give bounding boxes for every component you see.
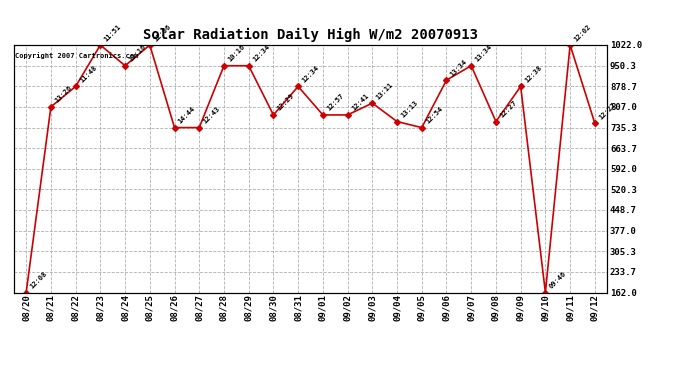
Text: 12:27: 12:27 [598,101,617,120]
Text: 10:16: 10:16 [227,44,246,63]
Text: 12:16: 12:16 [128,44,147,63]
Text: 12:08: 12:08 [29,270,48,290]
Text: 12:41: 12:41 [351,93,370,112]
Text: 09:46: 09:46 [548,270,567,290]
Text: 12:02: 12:02 [573,23,592,42]
Text: 12:34: 12:34 [251,44,270,63]
Text: 14:44: 14:44 [177,105,197,125]
Title: Solar Radiation Daily High W/m2 20070913: Solar Radiation Daily High W/m2 20070913 [143,28,478,42]
Text: 11:48: 11:48 [79,64,98,84]
Text: 12:06: 12:06 [152,23,172,42]
Text: 12:38: 12:38 [524,64,543,84]
Text: 13:26: 13:26 [54,85,73,104]
Text: 12:34: 12:34 [301,64,320,84]
Text: 13:34: 13:34 [449,58,469,77]
Text: 11:51: 11:51 [103,23,122,42]
Text: Copyright 2007 Cartronics.com: Copyright 2007 Cartronics.com [15,53,138,59]
Text: 12:27: 12:27 [499,99,518,119]
Text: 13:34: 13:34 [474,44,493,63]
Text: 13:13: 13:13 [400,99,419,119]
Text: 12:43: 12:43 [202,105,221,125]
Text: 12:54: 12:54 [424,105,444,125]
Text: 12:29: 12:29 [276,93,295,112]
Text: 12:57: 12:57 [326,93,345,112]
Text: 13:11: 13:11 [375,81,395,100]
